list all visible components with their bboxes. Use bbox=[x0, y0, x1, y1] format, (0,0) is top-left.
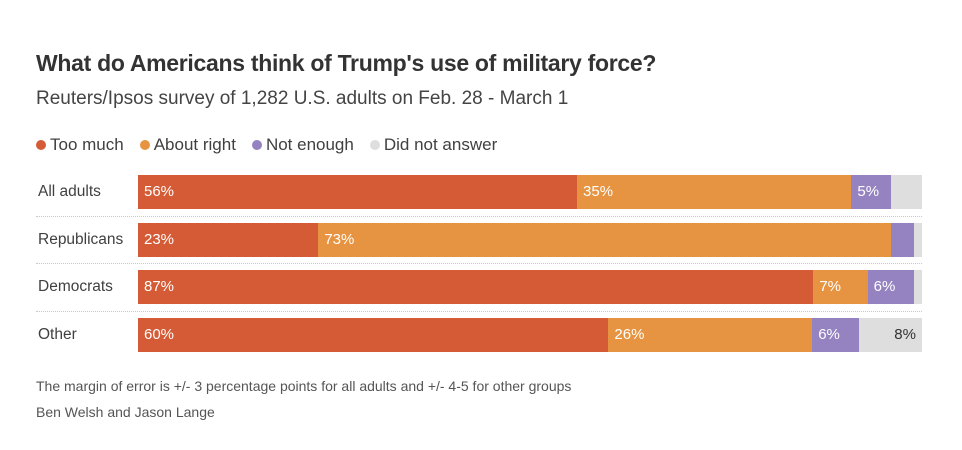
chart-rows: All adults 56% 35% 5% Republicans 23% 73% Democ… bbox=[36, 174, 922, 364]
legend: Too much About right Not enough Did not ans… bbox=[36, 135, 497, 155]
margin-of-error-note: The margin of error is +/- 3 percentage … bbox=[36, 378, 572, 394]
bar-row: Other 60% 26% 6% 8% bbox=[36, 317, 922, 365]
bar-row: All adults 56% 35% 5% bbox=[36, 174, 922, 222]
data-label: 87% bbox=[144, 278, 175, 295]
bar-segment: 73% bbox=[318, 222, 891, 257]
data-label: 73% bbox=[324, 230, 355, 248]
data-label: 60% bbox=[144, 325, 175, 343]
bar-row: Republicans 23% 73% bbox=[36, 222, 922, 270]
chart-subtitle: Reuters/Ipsos survey of 1,282 U.S. adult… bbox=[36, 88, 569, 109]
bar-segment: 26% bbox=[608, 317, 813, 352]
legend-label: About right bbox=[153, 135, 236, 154]
stacked-bar: 60% 26% 6% 8% bbox=[138, 317, 922, 352]
category-label: Other bbox=[38, 325, 77, 343]
data-label: 8% bbox=[894, 325, 916, 343]
bar-segment: 87% bbox=[138, 270, 814, 304]
bar-row: Democrats 87% 7% 6% bbox=[36, 269, 922, 317]
stacked-bar: 87% 7% 6% bbox=[138, 270, 922, 304]
data-label: 6% bbox=[818, 325, 840, 343]
legend-swatch-icon bbox=[369, 140, 380, 150]
row-divider bbox=[36, 215, 922, 217]
bar-segment bbox=[914, 270, 922, 304]
data-label: 26% bbox=[614, 325, 645, 343]
category-label: Republicans bbox=[38, 230, 124, 248]
bar-segment: 35% bbox=[577, 175, 852, 209]
legend-label: Not enough bbox=[265, 135, 354, 154]
legend-label: Too much bbox=[50, 135, 124, 154]
legend-item: Did not answer bbox=[369, 135, 498, 155]
bar-segment: 6% bbox=[867, 270, 915, 304]
data-label: 35% bbox=[583, 183, 614, 200]
legend-item: Too much bbox=[36, 135, 124, 155]
category-label: All adults bbox=[38, 183, 101, 200]
row-divider bbox=[36, 310, 922, 312]
chart-title: What do Americans think of Trump's use o… bbox=[36, 50, 657, 76]
bar-segment: 7% bbox=[813, 270, 868, 304]
row-divider bbox=[36, 263, 922, 264]
bar-segment: 5% bbox=[851, 175, 891, 209]
byline: Ben Welsh and Jason Lange bbox=[36, 404, 215, 420]
bar-segment: 8% bbox=[859, 317, 922, 352]
data-label: 6% bbox=[873, 278, 896, 295]
bar-segment bbox=[890, 175, 922, 209]
data-label: 23% bbox=[144, 230, 175, 248]
legend-item: About right bbox=[139, 135, 236, 155]
data-label: 5% bbox=[857, 183, 880, 200]
data-label: 56% bbox=[144, 183, 175, 200]
stacked-bar: 56% 35% 5% bbox=[138, 175, 922, 209]
bar-segment bbox=[914, 222, 922, 257]
legend-label: Did not answer bbox=[383, 135, 498, 154]
legend-item: Not enough bbox=[251, 135, 354, 155]
bar-segment: 60% bbox=[138, 317, 609, 352]
category-label: Democrats bbox=[38, 278, 113, 295]
legend-swatch-icon bbox=[251, 140, 262, 150]
bar-segment: 23% bbox=[138, 222, 319, 257]
stacked-bar: 23% 73% bbox=[138, 222, 922, 257]
data-label: 7% bbox=[819, 278, 842, 295]
legend-swatch-icon bbox=[36, 140, 46, 150]
bar-segment: 6% bbox=[812, 317, 860, 352]
bar-segment bbox=[890, 222, 915, 257]
legend-swatch-icon bbox=[139, 140, 150, 150]
bar-segment: 56% bbox=[138, 175, 578, 209]
